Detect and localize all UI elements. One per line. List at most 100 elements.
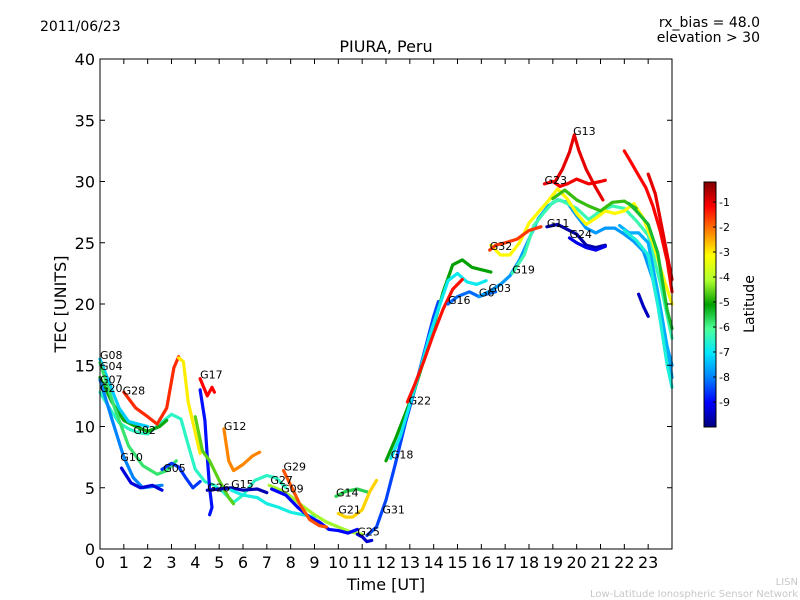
satellite-label-g28: G28	[123, 385, 146, 398]
satellite-label-g25: G25	[357, 526, 380, 539]
x-tick-label: 20	[566, 553, 586, 572]
colorbar-tick-label: -9	[719, 396, 730, 409]
series-trace-34	[553, 133, 605, 202]
series-trace-8	[122, 355, 181, 426]
satellite-label-g21: G21	[338, 504, 361, 517]
satellite-label-g11: G11	[547, 217, 570, 230]
series-trace-40	[622, 228, 674, 389]
colorbar-tick-label: -6	[719, 321, 730, 334]
colorbar-tick-label: -1	[719, 196, 730, 209]
x-tick-label: 3	[166, 553, 176, 572]
series-trace-31	[545, 222, 607, 250]
satellite-label-g13: G13	[573, 125, 596, 138]
y-tick-label: 10	[75, 418, 95, 437]
x-tick-label: 16	[471, 553, 491, 572]
satellite-label-g17: G17	[200, 369, 223, 382]
x-axis-label: Time [UT]	[346, 575, 425, 594]
footer-org: LISN	[776, 577, 798, 588]
satellite-label-g14: G14	[336, 486, 359, 499]
series-trace-11	[198, 388, 214, 517]
series-trace-10	[198, 377, 216, 398]
colorbar-tick-label: -5	[719, 296, 730, 309]
colorbar-tick-label: -3	[719, 246, 730, 259]
series-trace-28	[510, 198, 674, 340]
x-tick-label: 14	[423, 553, 443, 572]
series-trace-30	[488, 225, 543, 252]
x-tick-label: 7	[262, 553, 272, 572]
series-trace-41	[646, 172, 674, 282]
y-tick-label: 20	[75, 295, 95, 314]
x-tick-label: 5	[214, 553, 224, 572]
colorbar-tick-label: -2	[719, 221, 730, 234]
series-trace-37	[636, 292, 650, 318]
x-tick-label: 10	[328, 553, 348, 572]
footer-org-full: Low-Latitude Ionospheric Sensor Network	[590, 589, 798, 600]
y-tick-label: 35	[75, 111, 95, 130]
x-tick-label: 11	[352, 553, 372, 572]
x-tick-label: 9	[309, 553, 319, 572]
x-tick-label: 8	[286, 553, 296, 572]
series-trace-35	[551, 188, 638, 213]
series-layer	[98, 133, 674, 544]
chart-title: PIURA, Peru	[339, 37, 432, 56]
x-tick-label: 1	[119, 553, 129, 572]
series-trace-4	[98, 361, 178, 476]
y-tick-label: 30	[75, 173, 95, 192]
series-trace-32	[567, 236, 607, 252]
colorbar-label: Latitude	[742, 275, 758, 333]
satellite-label-g03: G03	[489, 282, 512, 295]
series-trace-3	[98, 357, 150, 429]
satellite-label-g15: G15	[231, 478, 254, 491]
series-trace-17	[270, 487, 359, 535]
colorbar-tick-label: -7	[719, 346, 730, 359]
series-trace-19	[334, 487, 371, 498]
satellite-label-g32: G32	[490, 240, 513, 253]
axes: 0 1 2 3 4 5 6 7 8 9 10 11 12 13 14 15 16 17 18 19 20 21 22 2305…	[75, 50, 673, 572]
satellite-label-g19: G19	[512, 263, 535, 276]
satellite-label-g10: G10	[120, 451, 143, 464]
series-trace-16	[267, 483, 364, 536]
series-trace-1	[98, 390, 288, 504]
x-tick-label: 0	[95, 553, 105, 572]
satellite-label-g22: G22	[409, 394, 432, 407]
satellite-label-g04: G04	[100, 360, 123, 373]
rx-bias-label: rx_bias = 48.0	[659, 15, 760, 31]
x-tick-label: 13	[400, 553, 420, 572]
y-tick-label: 40	[75, 50, 95, 69]
satellite-label-g6: G6	[479, 287, 495, 300]
y-tick-label: 25	[75, 234, 95, 253]
series-trace-15	[229, 488, 317, 519]
satellite-label-g18: G18	[391, 448, 414, 461]
satellite-label-g02: G02	[133, 424, 156, 437]
elevation-label: elevation > 30	[657, 30, 760, 46]
series-trace-7	[160, 461, 202, 490]
series-trace-20	[336, 478, 379, 519]
satellite-label-g31: G31	[382, 504, 405, 517]
satellite-label-g08: G08	[100, 349, 123, 362]
x-tick-label: 4	[190, 553, 200, 572]
colorbar-tick-label: -8	[719, 371, 730, 384]
x-tick-label: 22	[614, 553, 634, 572]
satellite-label-g24: G24	[570, 228, 593, 241]
satellite-label-g07: G07	[100, 374, 123, 387]
colorbar-gradient	[703, 181, 717, 428]
satellite-label-g05: G05	[163, 462, 186, 475]
x-tick-label: 12	[376, 553, 396, 572]
series-trace-18	[281, 469, 328, 529]
y-axis-label: TEC [UNITS]	[51, 256, 70, 354]
x-tick-label: 19	[543, 553, 563, 572]
series-trace-9	[177, 356, 202, 455]
x-tick-label: 23	[638, 553, 658, 572]
satellite-label-g29: G29	[284, 461, 307, 474]
y-tick-label: 15	[75, 356, 95, 375]
x-tick-label: 15	[447, 553, 467, 572]
series-trace-6	[119, 466, 164, 492]
satellite-label-g16: G16	[448, 294, 471, 307]
satellite-label-g27: G27	[270, 474, 293, 487]
x-tick-label: 17	[495, 553, 515, 572]
colorbar: -1 -2 -3 -4 -5 -6 -7 -8 -9	[703, 181, 730, 428]
satellite-label-g26: G26	[207, 481, 230, 494]
satellite-label-g09: G09	[281, 483, 304, 496]
